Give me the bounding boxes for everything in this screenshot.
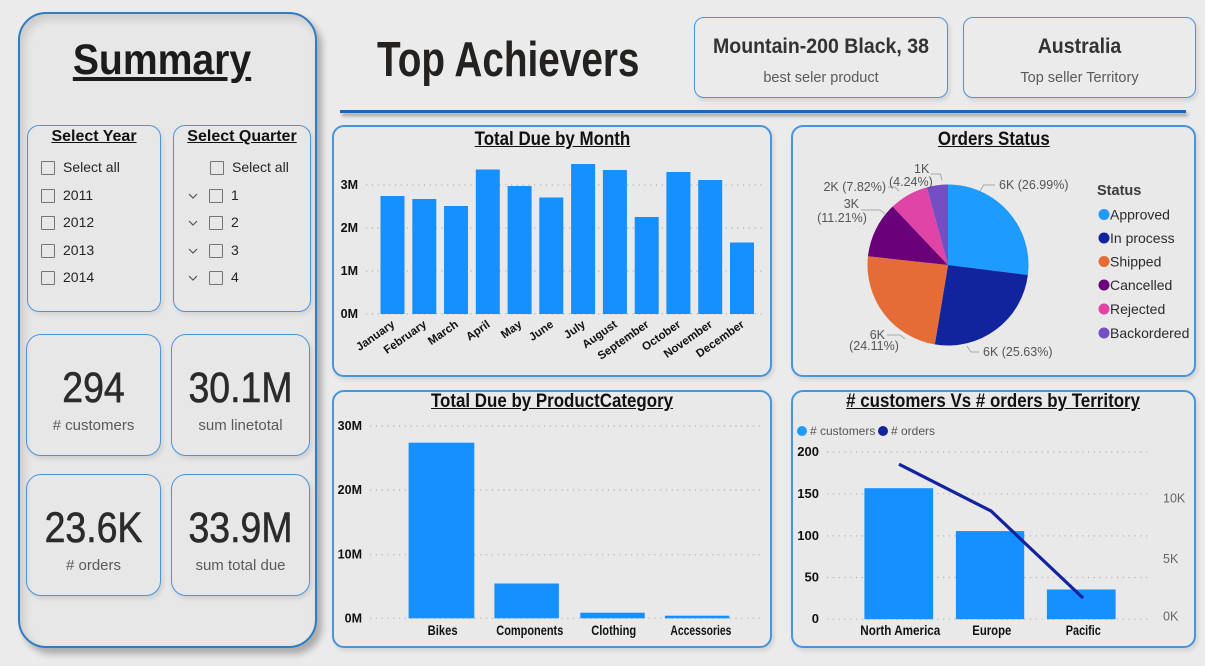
- svg-text:Rejected: Rejected: [1110, 301, 1165, 317]
- svg-text:June: June: [527, 319, 556, 344]
- svg-text:In process: In process: [1110, 230, 1175, 246]
- svg-text:5K: 5K: [1163, 552, 1179, 566]
- svg-text:May: May: [499, 318, 525, 341]
- svg-text:1M: 1M: [341, 264, 358, 278]
- svg-text:Bikes: Bikes: [428, 623, 458, 638]
- svg-text:Backordered: Backordered: [1110, 325, 1189, 341]
- svg-text:1K: 1K: [914, 162, 930, 176]
- svg-text:Cancelled: Cancelled: [1110, 277, 1172, 293]
- svg-text:6K: 6K: [870, 328, 886, 342]
- svg-text:# customers: # customers: [810, 424, 875, 438]
- svg-text:# orders: # orders: [891, 424, 935, 438]
- svg-text:April: April: [464, 319, 492, 344]
- svg-text:Accessories: Accessories: [670, 623, 731, 638]
- svg-text:150: 150: [797, 486, 819, 501]
- svg-text:Status: Status: [1097, 183, 1141, 199]
- svg-text:20M: 20M: [338, 483, 362, 497]
- svg-text:3K: 3K: [844, 197, 860, 211]
- svg-text:30M: 30M: [338, 419, 362, 433]
- svg-text:(24.11%): (24.11%): [849, 339, 899, 353]
- svg-text:3M: 3M: [341, 178, 358, 192]
- svg-text:Shipped: Shipped: [1110, 254, 1161, 270]
- svg-text:Approved: Approved: [1110, 207, 1170, 223]
- svg-text:Europe: Europe: [972, 623, 1011, 638]
- svg-text:Pacific: Pacific: [1066, 623, 1101, 638]
- svg-text:6K (26.99%): 6K (26.99%): [999, 178, 1068, 192]
- svg-text:0K: 0K: [1163, 610, 1179, 624]
- svg-text:Components: Components: [496, 623, 563, 638]
- svg-text:50: 50: [805, 570, 819, 585]
- svg-text:2M: 2M: [341, 221, 358, 235]
- svg-text:North America: North America: [860, 623, 940, 638]
- svg-text:March: March: [426, 319, 461, 348]
- svg-text:100: 100: [797, 528, 819, 543]
- svg-text:6K (25.63%): 6K (25.63%): [983, 345, 1052, 359]
- svg-text:0M: 0M: [341, 307, 358, 321]
- svg-text:2K (7.82%): 2K (7.82%): [823, 180, 886, 194]
- svg-text:200: 200: [797, 444, 819, 459]
- svg-text:0: 0: [812, 611, 819, 626]
- svg-text:(4.24%): (4.24%): [889, 175, 933, 189]
- svg-text:10K: 10K: [1163, 492, 1186, 506]
- svg-text:10M: 10M: [338, 548, 362, 562]
- svg-text:(11.21%): (11.21%): [817, 211, 867, 225]
- svg-text:Clothing: Clothing: [591, 623, 636, 638]
- svg-text:0M: 0M: [345, 611, 362, 625]
